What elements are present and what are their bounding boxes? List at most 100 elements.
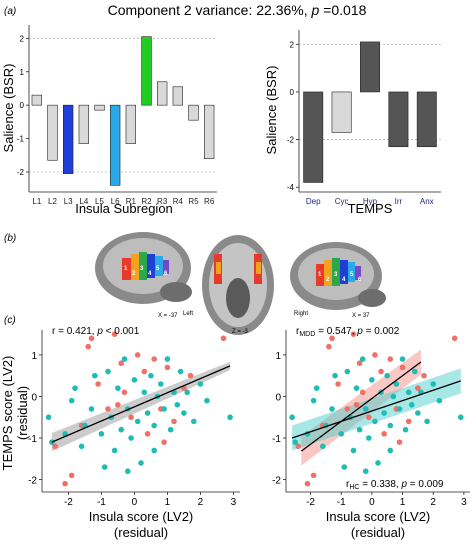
data-point — [350, 331, 357, 337]
panel-c-label: (c) — [4, 315, 16, 326]
data-point — [72, 385, 78, 391]
data-point — [115, 385, 121, 391]
y-tick-label: 1 — [31, 351, 37, 362]
region-number: 4 — [148, 271, 152, 277]
data-point — [49, 439, 55, 445]
data-point — [181, 410, 187, 416]
bar-l2 — [47, 104, 58, 161]
insula-region-3 — [139, 252, 147, 280]
x-tick-label: L1 — [32, 197, 41, 206]
bar-cyc — [331, 91, 352, 133]
data-point — [366, 435, 372, 441]
data-point — [98, 431, 105, 437]
data-point — [101, 464, 108, 470]
x-tick-label: R3 — [157, 197, 168, 206]
right-word: Right — [294, 311, 308, 317]
bar-l1 — [31, 94, 42, 106]
data-point — [161, 406, 167, 412]
data-point — [131, 377, 138, 383]
data-point — [184, 389, 190, 396]
data-point — [353, 401, 360, 408]
y-axis-label-2: (residual) — [15, 386, 30, 440]
data-point — [141, 368, 148, 375]
data-point — [121, 356, 128, 362]
x-tick-label: 2 — [198, 497, 204, 508]
data-point — [151, 422, 157, 429]
data-point — [167, 426, 174, 433]
data-point — [220, 335, 227, 342]
y-tick-label: 0 — [20, 101, 25, 110]
y-tick-label: -1 — [272, 434, 281, 445]
bar-r5 — [188, 104, 199, 121]
x-tick-label: L5 — [95, 197, 104, 206]
x-tick-label: Anx — [420, 197, 434, 206]
brainstem — [226, 278, 250, 318]
data-point — [341, 464, 348, 470]
insula-region-2 — [324, 260, 332, 286]
left-view-label: X = -37 — [158, 313, 178, 319]
data-point — [412, 368, 418, 375]
x-tick-label: Cyc — [335, 197, 349, 206]
x-axis-label-1: Insula score (LV2) — [326, 509, 431, 524]
y-tick-label: 2 — [290, 40, 295, 49]
right-view-label: X = 37 — [352, 313, 370, 319]
region-number: 3 — [140, 266, 144, 272]
data-point — [353, 385, 360, 391]
data-point — [344, 368, 351, 375]
bar-l3 — [63, 104, 74, 174]
insula-region-4 — [340, 260, 348, 284]
data-point — [125, 468, 131, 475]
data-point — [68, 472, 75, 479]
x-tick-label: R4 — [173, 197, 184, 206]
data-point — [310, 397, 317, 404]
data-point — [350, 447, 357, 454]
x-tick-label: Dep — [306, 197, 321, 206]
data-point — [362, 468, 369, 475]
fit-lines — [51, 365, 231, 443]
data-point — [68, 397, 75, 404]
data-point — [148, 372, 154, 379]
regression-line — [300, 361, 422, 452]
data-point — [424, 418, 430, 425]
insula-region-1 — [122, 258, 131, 280]
data-point — [415, 410, 421, 416]
y-ticks: -2 -1 0 1 2 — [17, 34, 29, 177]
data-point — [92, 372, 98, 379]
data-point — [329, 406, 335, 412]
y-tick-label: -2 — [28, 476, 37, 487]
region-number: 5 — [350, 272, 354, 278]
data-point — [95, 381, 101, 387]
data-point — [356, 426, 363, 433]
data-point — [362, 406, 369, 412]
x-ticks: -2 -1 0 1 2 3 — [306, 492, 467, 508]
data-point — [134, 352, 141, 358]
insula-region-1 — [316, 264, 324, 286]
data-point — [326, 343, 332, 350]
data-point — [295, 443, 302, 450]
region-number: 1 — [124, 266, 128, 272]
insula-right-axial-inner — [256, 262, 261, 274]
data-point — [458, 414, 464, 421]
data-point — [332, 372, 338, 379]
bars — [31, 36, 215, 186]
data-point — [197, 381, 204, 387]
data-point — [366, 414, 372, 421]
x-tick-label: 0 — [132, 497, 138, 508]
y-tick-label: 2 — [20, 34, 25, 43]
data-point — [396, 439, 403, 445]
data-point — [118, 360, 124, 367]
data-point — [372, 418, 378, 425]
data-point — [187, 372, 194, 379]
x-axis-label-1: Insula score (LV2) — [89, 509, 194, 524]
data-point — [451, 335, 458, 342]
x-ticks: L1 L2 L3 L4 L5 L6 R1 R2 R3 R4 R5 R6 — [32, 197, 214, 206]
x-tick-label: L2 — [48, 197, 57, 206]
data-point — [105, 368, 111, 375]
data-point — [381, 431, 387, 437]
bar-anx — [416, 91, 437, 148]
bar-r6 — [204, 104, 215, 159]
y-axis-label-1: TEMPS score (LV2) — [0, 356, 15, 471]
